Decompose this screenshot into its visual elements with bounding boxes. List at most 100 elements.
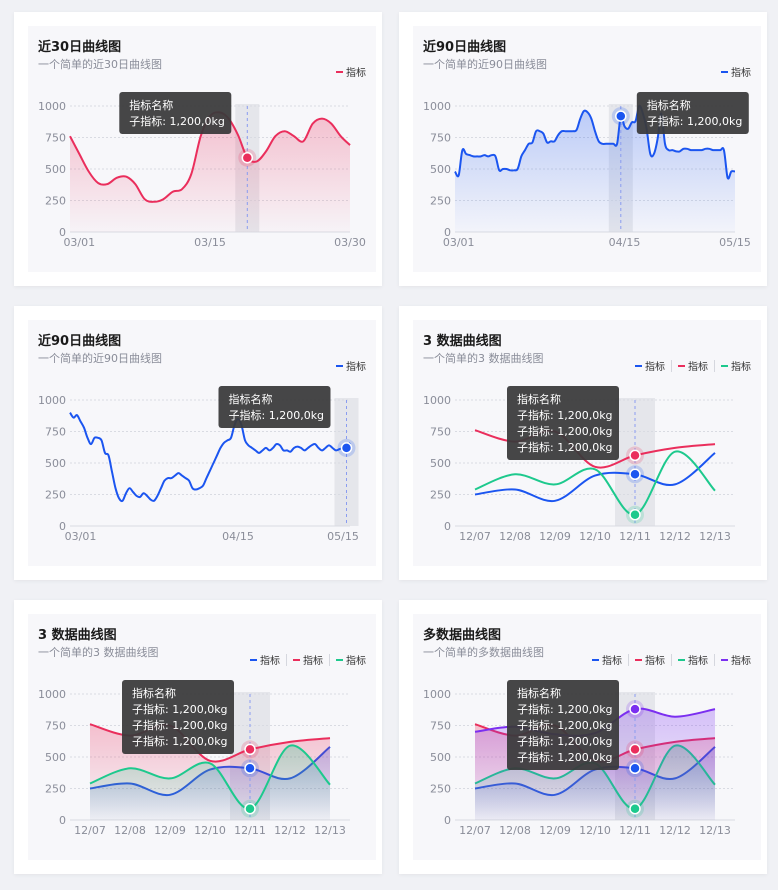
tooltip-box — [507, 386, 619, 460]
hover-marker[interactable] — [629, 802, 641, 815]
hover-marker[interactable] — [629, 508, 641, 521]
x-tick-label: 05/15 — [719, 236, 751, 249]
hover-marker[interactable] — [629, 468, 641, 481]
tooltip-title: 指标名称 — [229, 392, 273, 406]
y-tick-label: 250 — [430, 195, 451, 208]
x-tick-label: 12/07 — [459, 824, 491, 837]
x-tick-label: 12/10 — [579, 824, 611, 837]
legend-item[interactable]: 指标 — [635, 358, 665, 373]
y-tick-label: 1000 — [423, 100, 451, 113]
y-tick-label: 500 — [430, 457, 451, 470]
y-tick-label: 0 — [59, 226, 66, 239]
legend-label: 指标 — [731, 68, 751, 79]
tooltip-title: 指标名称 — [517, 392, 561, 406]
legend-divider — [671, 653, 672, 666]
chart-legend: 指标 指标 指标 — [244, 652, 366, 667]
chart-title: 3 数据曲线图 — [38, 628, 117, 643]
legend-label: 指标 — [346, 68, 366, 79]
legend-label: 指标 — [602, 656, 622, 667]
tooltip-title: 指标名称 — [132, 686, 176, 700]
y-tick-label: 1000 — [38, 394, 66, 407]
chart-card: 近90日曲线图 一个简单的近90日曲线图 指标 0 250 500 750 1000 03/01… — [14, 306, 382, 580]
tooltip-box — [122, 680, 234, 754]
tooltip-line: 子指标: 1,200,0kg — [132, 718, 228, 732]
y-tick-label: 750 — [430, 426, 451, 439]
legend-label: 指标 — [688, 362, 708, 373]
tooltip-line: 子指标: 1,200,0kg — [517, 750, 613, 764]
legend-item[interactable]: 指标 — [336, 64, 366, 79]
legend-swatch — [592, 658, 599, 661]
legend-item[interactable]: 指标 — [293, 652, 323, 667]
hover-marker[interactable] — [244, 743, 256, 756]
tooltip-box — [507, 680, 619, 770]
x-tick-label: 12/09 — [154, 824, 186, 837]
series-area — [70, 112, 350, 232]
legend-item[interactable]: 指标 — [336, 652, 366, 667]
chart-card: 3 数据曲线图 一个简单的3 数据曲线图 指标 指标 指标 0 250 500 750 1000 1… — [14, 600, 382, 874]
y-tick-label: 750 — [430, 132, 451, 145]
x-tick-label: 12/11 — [234, 824, 266, 837]
hover-marker[interactable] — [244, 802, 256, 815]
series-line — [474, 452, 716, 503]
hover-marker[interactable] — [244, 762, 256, 775]
x-tick-label: 03/01 — [63, 236, 95, 249]
chart-title: 近30日曲线图 — [38, 40, 122, 55]
series-line — [89, 744, 331, 810]
hover-marker[interactable] — [629, 703, 641, 715]
legend-item[interactable]: 指标 — [635, 652, 665, 667]
legend-item[interactable]: 指标 — [592, 652, 622, 667]
chart-title: 近90日曲线图 — [423, 40, 507, 55]
legend-item[interactable]: 指标 — [250, 652, 280, 667]
legend-label: 指标 — [731, 656, 751, 667]
legend-item[interactable]: 指标 — [721, 64, 751, 79]
y-tick-label: 0 — [444, 814, 451, 827]
x-tick-label: 12/11 — [619, 530, 651, 543]
legend-item[interactable]: 指标 — [721, 358, 751, 373]
legend-swatch — [678, 364, 685, 367]
chart-legend: 指标 — [330, 358, 366, 373]
legend-item[interactable]: 指标 — [678, 652, 708, 667]
tooltip-line: 子指标: 1,200,0kg — [517, 424, 613, 438]
hover-marker[interactable] — [629, 743, 641, 756]
hover-marker[interactable] — [340, 442, 353, 454]
tooltip-title: 指标名称 — [517, 686, 561, 700]
hover-marker[interactable] — [241, 151, 254, 164]
x-tick-label: 04/15 — [222, 530, 254, 543]
y-tick-label: 250 — [45, 195, 66, 208]
x-tick-label: 12/08 — [114, 824, 146, 837]
chart-subtitle: 一个简单的近90日曲线图 — [38, 352, 162, 365]
hover-marker[interactable] — [629, 762, 641, 775]
x-tick-label: 12/11 — [619, 824, 651, 837]
x-tick-label: 03/30 — [334, 236, 366, 249]
legend-item[interactable]: 指标 — [678, 358, 708, 373]
legend-label: 指标 — [645, 656, 665, 667]
legend-item[interactable]: 指标 — [721, 652, 751, 667]
tooltip-line: 子指标: 1,200,0kg — [229, 408, 325, 422]
legend-divider — [286, 653, 287, 666]
y-tick-label: 750 — [430, 720, 451, 733]
tooltip-line: 子指标: 1,200,0kg — [129, 114, 225, 128]
y-tick-label: 0 — [59, 814, 66, 827]
tooltip-title: 指标名称 — [647, 98, 691, 112]
tooltip-line: 子指标: 1,200,0kg — [517, 408, 613, 422]
chart-panel: 近90日曲线图 一个简单的近90日曲线图 指标 0 250 500 750 1000 03/01… — [413, 26, 761, 272]
y-tick-label: 0 — [444, 226, 451, 239]
legend-divider — [714, 653, 715, 666]
y-tick-label: 1000 — [423, 394, 451, 407]
y-tick-label: 500 — [45, 751, 66, 764]
legend-divider — [329, 653, 330, 666]
legend-swatch — [336, 70, 343, 73]
x-tick-label: 12/13 — [314, 824, 346, 837]
y-tick-label: 250 — [45, 783, 66, 796]
legend-item[interactable]: 指标 — [336, 358, 366, 373]
chart-panel: 3 数据曲线图 一个简单的3 数据曲线图 指标 指标 指标 0 250 500 750 1000 1… — [28, 614, 376, 860]
legend-label: 指标 — [303, 656, 323, 667]
hover-marker[interactable] — [615, 110, 627, 122]
hover-marker[interactable] — [629, 449, 641, 462]
x-tick-label: 12/08 — [499, 530, 531, 543]
legend-label: 指标 — [346, 362, 366, 373]
